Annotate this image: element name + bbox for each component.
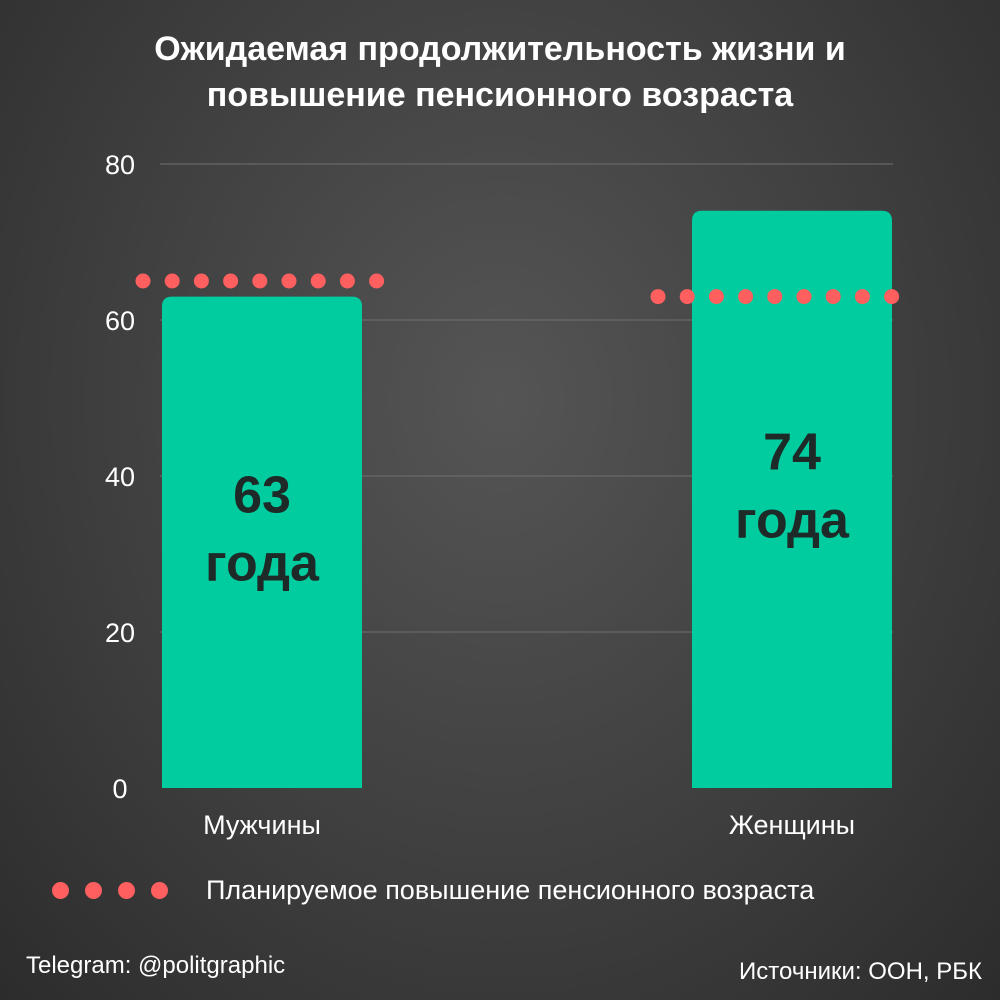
legend-dot bbox=[52, 881, 69, 899]
planned-age-dot bbox=[223, 273, 239, 289]
chart-title: Ожидаемая продолжительность жизни и повы… bbox=[0, 26, 1000, 118]
bar-data-label: 63 bbox=[233, 466, 291, 524]
bar-data-label: 74 bbox=[763, 423, 821, 481]
planned-age-dot bbox=[339, 273, 355, 289]
x-category-label: Женщины bbox=[729, 810, 855, 840]
planned-age-dot bbox=[767, 289, 783, 305]
bar bbox=[692, 210, 892, 789]
x-category-label: Мужчины bbox=[203, 810, 321, 840]
telegram-credit: Telegram: @politgraphic bbox=[26, 952, 286, 979]
planned-age-dot bbox=[369, 273, 385, 289]
legend-dot bbox=[85, 881, 102, 899]
planned-age-dot bbox=[825, 289, 841, 305]
legend-label: Планируемое повышение пенсионного возрас… bbox=[206, 874, 815, 905]
y-tick-label: 20 bbox=[105, 618, 135, 648]
planned-age-dot bbox=[193, 273, 209, 289]
y-tick-label: 80 bbox=[105, 150, 135, 180]
bar-data-label: года bbox=[735, 491, 850, 549]
planned-age-dot bbox=[884, 289, 900, 305]
planned-age-dot bbox=[679, 289, 695, 305]
bar-chart: 0 20 40 60 80 63 года Мужчины 74 года Женщины bbox=[105, 150, 900, 840]
planned-age-dot bbox=[796, 289, 812, 305]
planned-age-dot bbox=[281, 273, 297, 289]
planned-age-dot bbox=[310, 273, 326, 289]
planned-age-dot bbox=[708, 289, 724, 305]
legend: Планируемое повышение пенсионного возрас… bbox=[52, 868, 814, 912]
planned-age-dot bbox=[650, 289, 666, 305]
chart-title-line-2: повышение пенсионного возраста bbox=[206, 76, 794, 114]
legend-dot bbox=[151, 881, 168, 899]
y-tick-label: 60 bbox=[105, 306, 135, 336]
planned-age-dot bbox=[854, 289, 870, 305]
planned-age-dot bbox=[252, 273, 268, 289]
planned-age-dot bbox=[738, 289, 754, 305]
legend-dots-icon bbox=[52, 881, 168, 899]
planned-age-dot bbox=[135, 273, 151, 289]
bar-data-label: года bbox=[205, 534, 320, 592]
chart-title-line-1: Ожидаемая продолжительность жизни и bbox=[154, 30, 846, 68]
sources-credit: Источники: ООН, РБК bbox=[739, 958, 982, 985]
legend-dot bbox=[118, 881, 135, 899]
bar bbox=[162, 296, 362, 788]
y-tick-label: 40 bbox=[105, 462, 135, 492]
planned-age-dot bbox=[164, 273, 180, 289]
y-tick-label: 0 bbox=[112, 774, 127, 804]
